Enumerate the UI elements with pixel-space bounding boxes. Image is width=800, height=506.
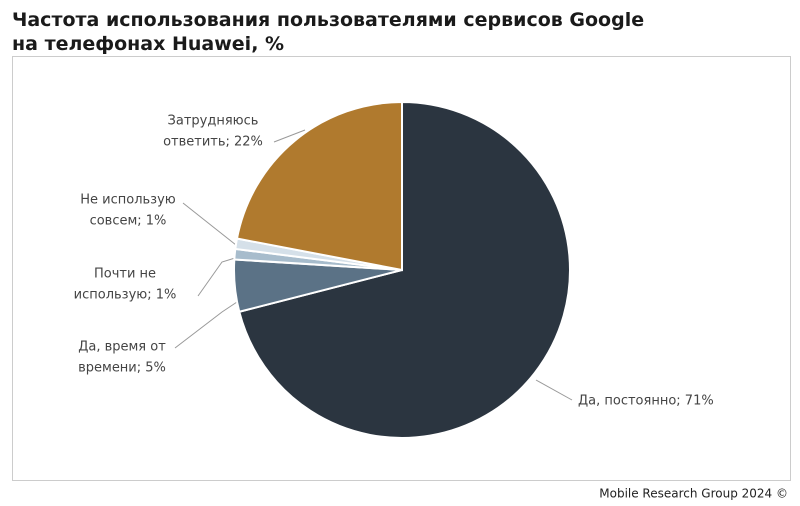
data-label: Да, постоянно; 71% <box>578 394 714 409</box>
data-label: Затрудняюсь <box>168 114 259 129</box>
data-label: Почти не <box>94 267 156 282</box>
data-label: совсем; 1% <box>90 214 167 229</box>
data-label: времени; 5% <box>78 361 166 376</box>
chart-title: Частота использования пользователями сер… <box>12 9 644 31</box>
data-label: ответить; 22% <box>163 135 263 150</box>
pie-slice <box>235 100 403 272</box>
leader-line <box>273 129 306 143</box>
leader-line <box>182 202 237 246</box>
frame <box>12 56 791 481</box>
source: Mobile Research Group 2024 © <box>599 487 788 501</box>
data-label: Да, время от <box>78 340 166 355</box>
leader-line <box>197 257 236 297</box>
data-label: использую; 1% <box>74 288 177 303</box>
pie-slice <box>238 100 571 439</box>
leader-line <box>535 379 573 401</box>
chart-title: на телефонах Huawei, % <box>12 33 284 55</box>
data-label: Не использую <box>80 193 176 208</box>
leader-line <box>174 299 241 349</box>
